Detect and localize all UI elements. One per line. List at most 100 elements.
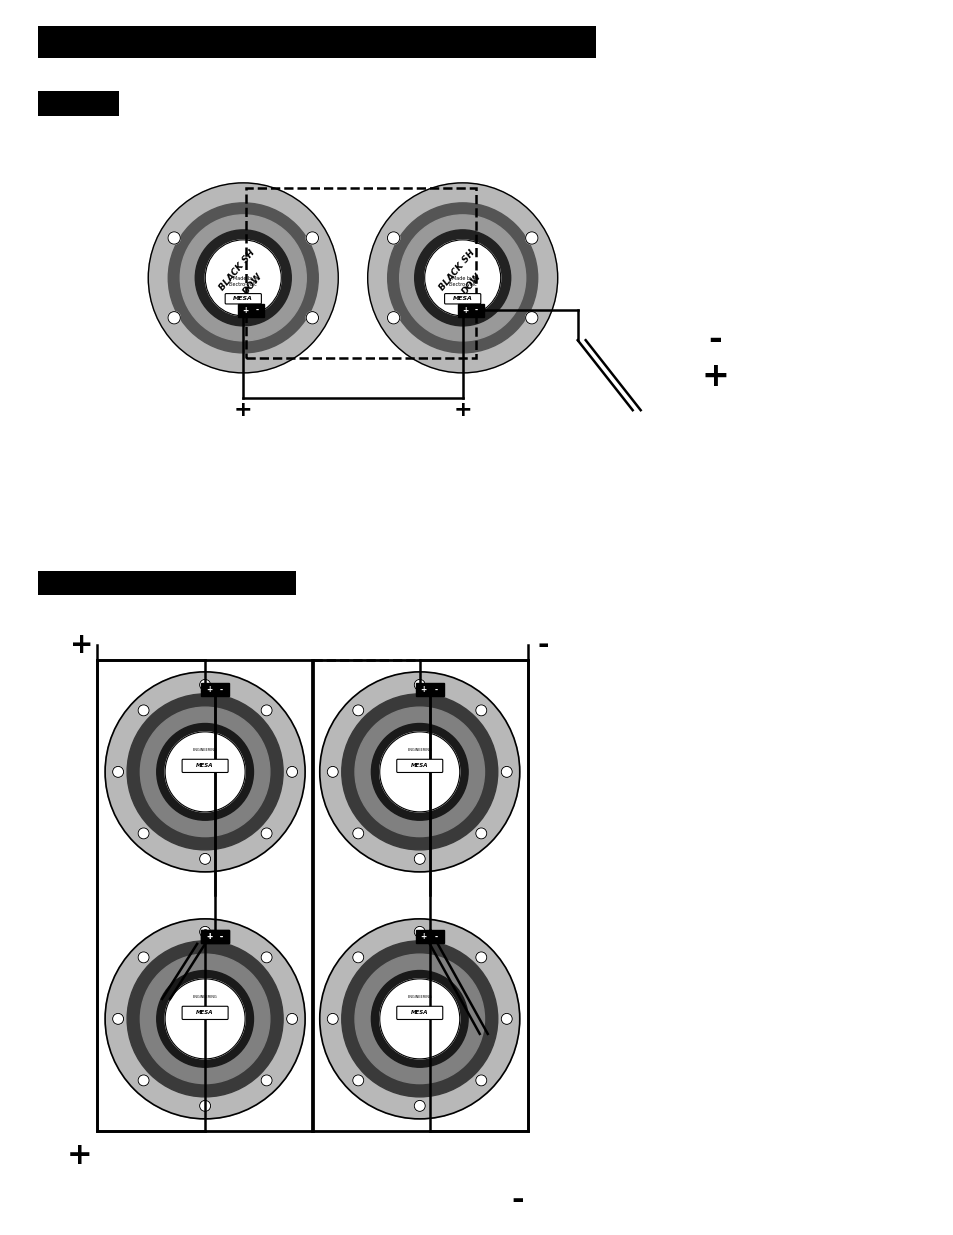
Text: BLACK SH: BLACK SH xyxy=(218,248,257,293)
Text: -: - xyxy=(475,306,477,315)
Text: +: + xyxy=(420,685,426,694)
Circle shape xyxy=(168,311,180,324)
Bar xyxy=(97,659,313,1131)
FancyBboxPatch shape xyxy=(182,1007,228,1019)
Text: ENGINEERING: ENGINEERING xyxy=(407,995,432,999)
Bar xyxy=(416,683,443,697)
Circle shape xyxy=(371,724,468,820)
Text: -: - xyxy=(434,685,437,694)
Circle shape xyxy=(387,232,399,245)
Text: ENGINEERING: ENGINEERING xyxy=(193,995,217,999)
Circle shape xyxy=(286,1014,297,1024)
Circle shape xyxy=(138,705,149,716)
Bar xyxy=(38,26,596,58)
Bar xyxy=(238,304,264,316)
Circle shape xyxy=(168,203,318,353)
Circle shape xyxy=(127,941,283,1097)
Bar xyxy=(416,930,443,944)
Circle shape xyxy=(379,732,459,811)
Circle shape xyxy=(286,767,297,777)
Circle shape xyxy=(476,827,486,839)
Text: +: + xyxy=(206,685,212,694)
Text: -: - xyxy=(537,631,548,659)
Text: ENGINEERING: ENGINEERING xyxy=(193,748,217,752)
Circle shape xyxy=(525,232,537,245)
Text: Made by
Electro-Volc: Made by Electro-Volc xyxy=(448,277,476,287)
Circle shape xyxy=(476,952,486,963)
Circle shape xyxy=(156,724,253,820)
FancyBboxPatch shape xyxy=(396,760,442,772)
Circle shape xyxy=(199,1100,211,1112)
Text: +: + xyxy=(206,932,212,941)
Text: MESA: MESA xyxy=(233,296,253,301)
Circle shape xyxy=(138,1074,149,1086)
Circle shape xyxy=(261,952,272,963)
Circle shape xyxy=(500,767,512,777)
Circle shape xyxy=(127,694,283,850)
Text: +: + xyxy=(420,932,426,941)
Text: +: + xyxy=(206,932,212,941)
Bar xyxy=(201,930,229,944)
Text: +: + xyxy=(461,306,468,315)
Circle shape xyxy=(414,1100,425,1112)
Circle shape xyxy=(180,215,306,341)
Circle shape xyxy=(353,952,363,963)
Circle shape xyxy=(319,672,519,872)
Text: BLACK SH: BLACK SH xyxy=(437,248,476,293)
Text: -: - xyxy=(511,1187,523,1215)
Circle shape xyxy=(415,230,510,326)
FancyBboxPatch shape xyxy=(182,760,228,772)
Circle shape xyxy=(165,979,245,1058)
Circle shape xyxy=(399,215,525,341)
Text: Made by
Electro-Volc: Made by Electro-Volc xyxy=(229,277,257,287)
Bar xyxy=(201,930,229,944)
Circle shape xyxy=(306,311,318,324)
Circle shape xyxy=(105,672,305,872)
Text: DOW: DOW xyxy=(241,272,264,296)
Text: -: - xyxy=(708,324,721,356)
Text: MESA: MESA xyxy=(196,763,213,768)
Circle shape xyxy=(500,1014,512,1024)
Circle shape xyxy=(261,705,272,716)
Circle shape xyxy=(341,941,497,1097)
Circle shape xyxy=(414,926,425,937)
FancyBboxPatch shape xyxy=(444,294,480,304)
Text: MESA: MESA xyxy=(453,296,472,301)
Circle shape xyxy=(424,240,500,316)
Bar xyxy=(201,683,229,697)
Circle shape xyxy=(261,1074,272,1086)
Circle shape xyxy=(341,694,497,850)
Circle shape xyxy=(156,971,253,1067)
Circle shape xyxy=(199,679,211,690)
Circle shape xyxy=(205,240,281,316)
Circle shape xyxy=(199,926,211,937)
Circle shape xyxy=(353,827,363,839)
Circle shape xyxy=(327,767,338,777)
Circle shape xyxy=(306,232,318,245)
Text: DOW: DOW xyxy=(460,272,483,296)
Circle shape xyxy=(327,1014,338,1024)
Circle shape xyxy=(165,732,245,811)
Bar xyxy=(38,571,295,595)
Circle shape xyxy=(112,1014,124,1024)
Bar xyxy=(457,304,483,316)
Text: -: - xyxy=(219,685,223,694)
Circle shape xyxy=(379,979,459,1058)
Circle shape xyxy=(371,971,468,1067)
Circle shape xyxy=(140,708,270,836)
Circle shape xyxy=(353,705,363,716)
Text: -: - xyxy=(219,932,223,941)
Circle shape xyxy=(414,679,425,690)
Text: -: - xyxy=(434,932,437,941)
Circle shape xyxy=(138,952,149,963)
Text: MESA: MESA xyxy=(196,1010,213,1015)
Text: +: + xyxy=(71,631,93,659)
Circle shape xyxy=(168,232,180,245)
FancyBboxPatch shape xyxy=(396,1007,442,1019)
Circle shape xyxy=(319,919,519,1119)
Circle shape xyxy=(367,183,558,373)
Bar xyxy=(246,188,476,358)
Circle shape xyxy=(105,919,305,1119)
Circle shape xyxy=(387,311,399,324)
Bar xyxy=(312,659,527,1131)
